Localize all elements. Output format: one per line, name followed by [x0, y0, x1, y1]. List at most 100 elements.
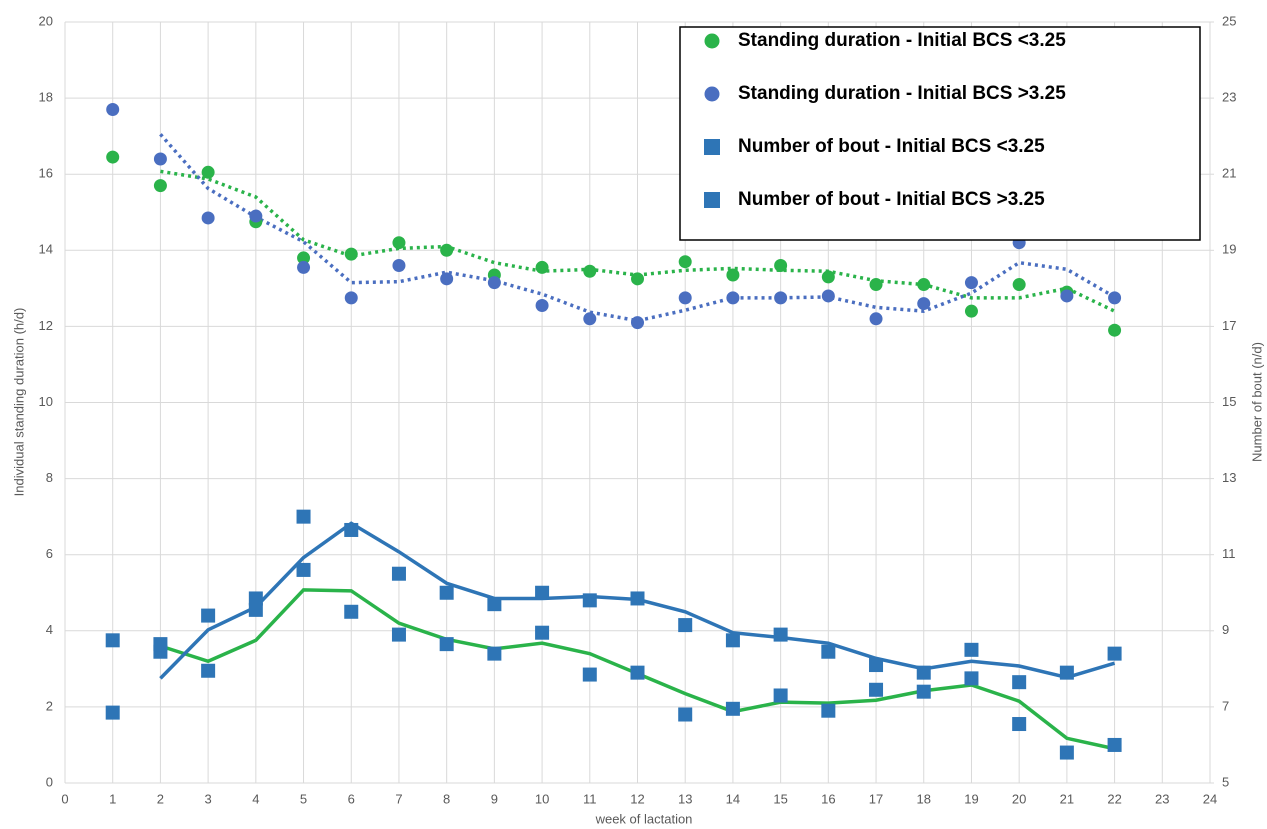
- point: [869, 682, 884, 697]
- x-tick-label: 11: [583, 791, 597, 806]
- y-tick-label: 4: [46, 622, 53, 637]
- y-tick-label: 8: [46, 470, 53, 485]
- point: [916, 665, 931, 680]
- y2-tick-label: 7: [1222, 698, 1229, 713]
- x-tick-label: 0: [61, 791, 68, 806]
- point: [440, 272, 454, 286]
- point: [296, 509, 311, 524]
- y2-tick-label: 9: [1222, 622, 1229, 637]
- point: [297, 260, 311, 274]
- point: [487, 597, 502, 612]
- point: [630, 591, 645, 606]
- point: [201, 663, 216, 678]
- point: [201, 211, 215, 225]
- x-tick-label: 4: [252, 791, 259, 806]
- point: [630, 665, 645, 680]
- point: [631, 316, 644, 330]
- x-tick-label: 1: [109, 791, 116, 806]
- legend-marker: [704, 139, 720, 155]
- point: [1012, 717, 1027, 732]
- y-tick-label: 0: [46, 774, 53, 789]
- y2-tick-label: 13: [1222, 470, 1236, 485]
- y-tick-label: 10: [39, 394, 53, 409]
- point: [344, 291, 358, 305]
- y-tick-label: 16: [39, 166, 53, 181]
- point: [774, 259, 788, 273]
- point: [678, 255, 692, 269]
- point: [248, 591, 263, 606]
- point: [678, 618, 693, 633]
- x-tick-label: 2: [157, 791, 164, 806]
- point: [583, 312, 597, 326]
- x-tick-label: 14: [726, 791, 740, 806]
- point: [439, 585, 454, 600]
- y-tick-label: 2: [46, 698, 53, 713]
- y2-tick-label: 19: [1222, 242, 1236, 257]
- point: [105, 705, 120, 720]
- point: [344, 247, 358, 261]
- legend-label: Standing duration - Initial BCS <3.25: [738, 30, 1066, 51]
- point: [1108, 291, 1122, 305]
- y2-tick-label: 21: [1222, 166, 1236, 181]
- point: [821, 270, 835, 284]
- point: [249, 209, 263, 223]
- trend-line: [159, 133, 1116, 323]
- point: [725, 701, 740, 716]
- legend-label: Standing duration - Initial BCS >3.25: [738, 83, 1066, 104]
- point: [487, 276, 501, 290]
- point: [1060, 289, 1074, 303]
- y-tick-label: 14: [39, 242, 53, 257]
- point: [582, 667, 597, 682]
- y2-tick-label: 17: [1222, 318, 1236, 333]
- point: [821, 289, 835, 303]
- point: [916, 684, 931, 699]
- legend-label: Number of bout - Initial BCS >3.25: [738, 189, 1045, 210]
- point: [535, 625, 550, 640]
- y-tick-label: 20: [39, 13, 53, 28]
- legend-marker: [704, 192, 720, 208]
- point: [726, 291, 740, 305]
- point: [391, 566, 406, 581]
- point: [1107, 737, 1122, 752]
- point: [917, 278, 931, 292]
- legend-marker: [704, 33, 720, 49]
- point: [392, 236, 406, 250]
- x-tick-label: 17: [869, 791, 883, 806]
- point: [1012, 278, 1026, 292]
- legend-label: Number of bout - Initial BCS <3.25: [738, 136, 1045, 157]
- point: [1059, 665, 1074, 680]
- point: [773, 688, 788, 703]
- x-axis-title: week of lactation: [595, 811, 693, 826]
- point: [964, 304, 978, 318]
- point: [582, 593, 597, 608]
- x-tick-label: 5: [300, 791, 307, 806]
- x-tick-label: 20: [1012, 791, 1026, 806]
- legend-marker: [704, 86, 720, 102]
- legend-box: [679, 26, 1201, 241]
- y2-tick-label: 23: [1222, 90, 1236, 105]
- point: [869, 312, 883, 326]
- point: [725, 633, 740, 648]
- point: [678, 291, 692, 305]
- y2-tick-label: 25: [1222, 13, 1236, 28]
- point: [296, 562, 311, 577]
- point: [773, 627, 788, 642]
- x-tick-label: 22: [1107, 791, 1121, 806]
- point: [153, 637, 168, 652]
- y-tick-label: 12: [39, 318, 53, 333]
- point: [917, 297, 931, 311]
- point: [964, 276, 978, 290]
- point: [1107, 646, 1122, 661]
- x-tick-label: 13: [678, 791, 692, 806]
- point: [678, 707, 693, 722]
- point: [631, 272, 644, 286]
- x-tick-label: 9: [491, 791, 498, 806]
- point: [106, 103, 120, 117]
- point: [1108, 323, 1122, 337]
- point: [153, 152, 167, 166]
- y-tick-label: 6: [46, 546, 53, 561]
- point: [344, 604, 359, 619]
- x-tick-label: 6: [348, 791, 355, 806]
- x-tick-label: 18: [917, 791, 931, 806]
